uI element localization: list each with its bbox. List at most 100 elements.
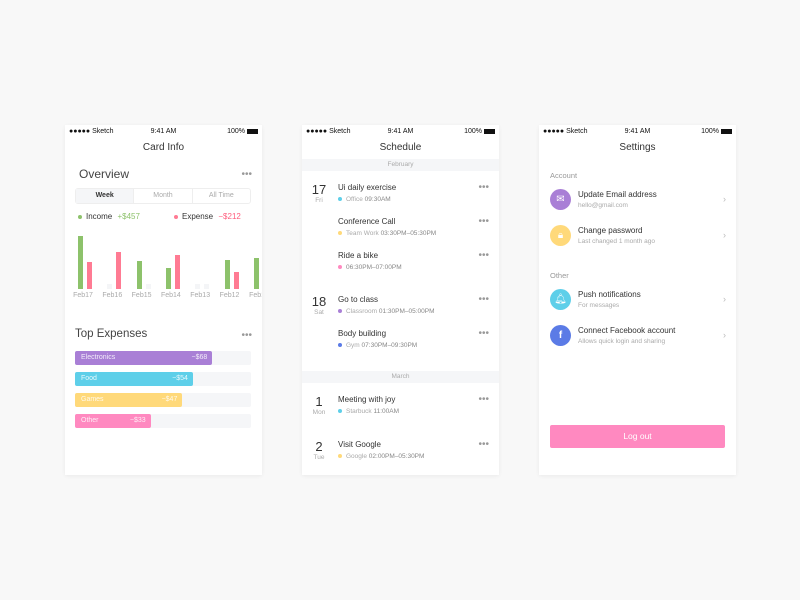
day-label: 18 Sat [310, 294, 328, 317]
event-time: 03:30PM–05:30PM [380, 230, 437, 237]
event-place: Team Work [346, 230, 379, 237]
chevron-right-icon: › [723, 194, 726, 204]
other-section-label: Other [550, 271, 569, 280]
event-color-dot [338, 197, 342, 202]
weekday: Sat [314, 309, 324, 316]
settings-item[interactable]: ✉ Update Email address hello@gmail.com › [550, 189, 726, 213]
income-label: Income [86, 212, 113, 221]
battery-icon [721, 128, 732, 134]
event-color-dot [338, 454, 342, 459]
event-item[interactable]: Body building Gym 07:30PM–09:30PM ••• [338, 329, 489, 349]
event-place: Office [346, 196, 363, 203]
expense-row: Food −$54 [75, 372, 251, 386]
event-title: Visit Google [338, 440, 381, 449]
event-time: 01:30PM–05:00PM [378, 308, 435, 315]
event-item[interactable]: Go to class Classroom 01:30PM–05:00PM ••• [338, 295, 489, 315]
tab-all-time[interactable]: All Time [208, 192, 234, 199]
expense-label: Expense [182, 212, 214, 221]
event-item[interactable]: Ride a bike 06:30PM–07:00PM ••• [338, 251, 489, 271]
more-icon[interactable]: ••• [241, 169, 252, 180]
expense-row: Games −$47 [75, 393, 251, 407]
battery: 100% [701, 128, 732, 135]
more-icon[interactable]: ••• [478, 216, 489, 227]
clock: 9:41 AM [387, 128, 414, 135]
carrier: ●●●●● Sketch [543, 128, 588, 135]
chart-bar-expense [116, 252, 122, 289]
battery-text: 100% [701, 128, 719, 135]
event-item[interactable]: Conference Call Team Work 03:30PM–05:30PM… [338, 217, 489, 237]
battery: 100% [464, 128, 495, 135]
event-meta: Google 02:00PM–05:30PM [338, 453, 489, 460]
month-header: March [302, 371, 499, 383]
page-title: Settings [619, 142, 656, 153]
event-time: 07:30PM–09:30PM [361, 342, 418, 349]
settings-item-title: Connect Facebook account [578, 326, 676, 335]
event-place: Google [346, 453, 367, 460]
event-meta: Classroom 01:30PM–05:00PM [338, 308, 489, 315]
battery-icon [484, 128, 495, 134]
bell-icon: 🔔︎ [550, 289, 571, 310]
event-color-dot [338, 343, 342, 348]
event-title: Body building [338, 329, 387, 338]
day-label: 1 Mon [310, 395, 328, 417]
event-color-dot [338, 409, 342, 414]
chart-bar-income [78, 236, 83, 289]
clock: 9:41 AM [150, 128, 177, 135]
settings-item[interactable]: 🔒︎ Change password Last changed 1 month ag… [550, 225, 726, 249]
chart-x-label: Feb16 [102, 292, 123, 299]
more-icon[interactable]: ••• [478, 394, 489, 405]
settings-screen: ●●●●● Sketch 9:41 AM 100% Settings Accou… [539, 125, 736, 475]
more-icon[interactable]: ••• [241, 330, 252, 341]
more-icon[interactable]: ••• [478, 328, 489, 339]
settings-item-title: Change password [578, 226, 643, 235]
event-meta: Office 09:30AM [338, 196, 489, 203]
chevron-right-icon: › [723, 294, 726, 304]
income-legend: Income +$457 [78, 212, 140, 221]
expense-bar: Other −$33 [75, 414, 151, 428]
tab-week[interactable]: Week [76, 189, 135, 203]
settings-item[interactable]: f Connect Facebook account Allows quick lo… [550, 325, 726, 349]
event-time: 11:00AM [373, 408, 400, 415]
settings-item-subtitle: hello@gmail.com [578, 202, 628, 209]
expense-value: −$47 [161, 396, 178, 403]
expense-row: Electronics −$68 [75, 351, 251, 365]
event-time: 09:30AM [364, 196, 391, 203]
settings-item-title: Update Email address [578, 190, 657, 199]
more-icon[interactable]: ••• [478, 182, 489, 193]
event-meta: Team Work 03:30PM–05:30PM [338, 230, 489, 237]
expense-dot [174, 214, 178, 219]
carrier: ●●●●● Sketch [306, 128, 351, 135]
expense-value: −$54 [172, 375, 188, 382]
settings-item-subtitle: Allows quick login and sharing [578, 338, 666, 345]
chart-bar-income [253, 258, 259, 289]
page-title: Schedule [379, 142, 422, 153]
more-icon[interactable]: ••• [478, 294, 489, 305]
more-icon[interactable]: ••• [478, 250, 489, 261]
settings-item-subtitle: Last changed 1 month ago [578, 238, 655, 245]
logout-button[interactable]: Log out [550, 425, 725, 448]
period-tabs: Week Month All Time [75, 188, 251, 204]
lock-icon: 🔒︎ [550, 225, 571, 246]
chart-bar-expense [233, 272, 239, 289]
chevron-right-icon: › [723, 230, 726, 240]
event-item[interactable]: Visit Google Google 02:00PM–05:30PM ••• [338, 440, 489, 460]
settings-item[interactable]: 🔔︎ Push notifications For messages › [550, 289, 726, 313]
event-item[interactable]: Meeting with joy Starbuck 11:00AM ••• [338, 395, 489, 415]
expense-value: −$212 [218, 212, 241, 221]
facebook-icon: f [550, 325, 571, 346]
more-icon[interactable]: ••• [478, 439, 489, 450]
battery: 100% [227, 128, 258, 135]
weekday: Fri [315, 197, 323, 204]
income-dot [78, 214, 82, 219]
expense-legend: Expense −$212 [174, 212, 241, 221]
expense-label: Other [81, 417, 99, 424]
event-meta: Starbuck 11:00AM [338, 408, 489, 415]
day-number: 18 [311, 294, 327, 309]
expense-bar: Games −$47 [75, 393, 183, 407]
expense-label: Food [81, 375, 97, 382]
event-title: Go to class [338, 295, 379, 304]
event-color-dot [338, 309, 342, 314]
tab-month[interactable]: Month [134, 189, 193, 203]
event-title: Ride a bike [338, 251, 379, 260]
event-item[interactable]: Ui daily exercise Office 09:30AM ••• [338, 183, 489, 203]
